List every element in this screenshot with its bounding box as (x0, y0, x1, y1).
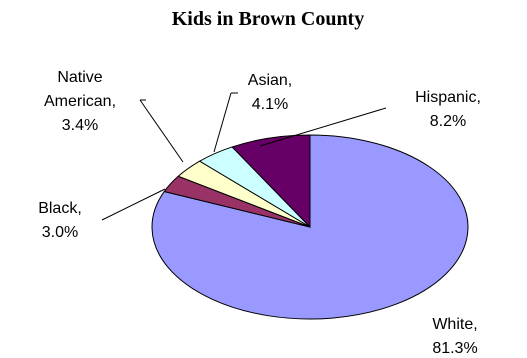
label-native-american-name-1: Native (57, 69, 102, 86)
label-hispanic-value: 8.2% (430, 113, 466, 130)
pie-slices (151, 134, 469, 320)
chart-title: Kids in Brown County (172, 8, 364, 30)
leader-line-hispanic (259, 107, 387, 147)
label-black-value: 3.0% (42, 224, 78, 241)
label-asian-value: 4.1% (252, 96, 288, 113)
leader-line-native-american (139, 99, 184, 163)
label-black-name: Black, (38, 200, 82, 217)
pie-slice-hispanic (231, 134, 311, 229)
label-white-name: White, (432, 316, 477, 333)
label-hispanic-name: Hispanic, (415, 89, 481, 106)
label-native-american-name-2: American, (44, 93, 116, 110)
leader-line-black (101, 188, 166, 221)
label-asian-name: Asian, (248, 72, 292, 89)
leader-line-asian (213, 92, 232, 153)
label-white-value: 81.3% (432, 340, 477, 357)
label-native-american-value: 3.4% (62, 117, 98, 134)
